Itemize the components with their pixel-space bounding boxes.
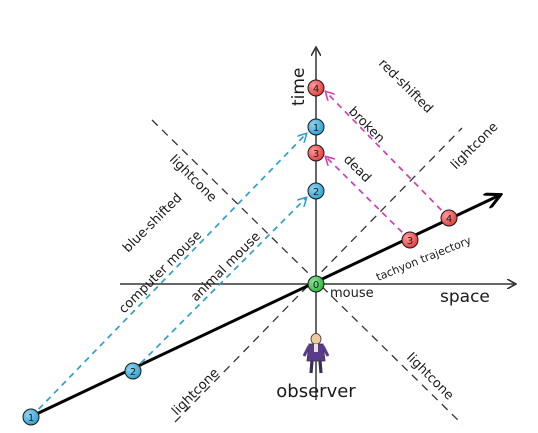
origin-event: 0 — [307, 275, 325, 293]
time-event-4: 4 — [307, 79, 325, 97]
tachyon-event-4: 4 — [440, 209, 458, 227]
mouse-label: mouse — [330, 286, 374, 301]
computer-mouse-signal — [30, 134, 306, 418]
tachyon-event-3: 3 — [401, 231, 419, 249]
tachyon-trajectory-line — [27, 195, 500, 420]
svg-text:4: 4 — [446, 214, 452, 225]
svg-text:2: 2 — [130, 367, 136, 378]
dead-label: dead — [340, 152, 374, 186]
time-axis-label: time — [289, 68, 309, 106]
space-axis-label: space — [440, 287, 490, 307]
broken-label: broken — [345, 104, 387, 146]
observer-figure — [302, 332, 330, 374]
lightcone-label-lower-left: lightcone — [169, 366, 222, 419]
svg-text:1: 1 — [28, 413, 34, 424]
tachyon-event-1: 1 — [22, 408, 40, 426]
time-event-2: 2 — [307, 182, 325, 200]
dead-signal — [326, 157, 411, 241]
lightcone-line-ascending — [174, 127, 463, 423]
animal-mouse-signal — [132, 198, 306, 372]
svg-text:4: 4 — [313, 84, 319, 95]
svg-text:0: 0 — [313, 280, 319, 291]
time-event-1: 1 — [307, 118, 325, 136]
svg-text:1: 1 — [313, 123, 319, 134]
time-event-3: 3 — [307, 144, 325, 162]
red-shifted-label: red-shifted — [375, 56, 435, 116]
svg-text:3: 3 — [313, 149, 319, 160]
svg-text:3: 3 — [407, 236, 413, 247]
tachyon-event-2: 2 — [124, 362, 142, 380]
lightcone-line-descending — [151, 119, 463, 425]
lightcone-label-lower-right: lightcone — [403, 350, 456, 403]
tachyon-trajectory-label: tachyon trajectory — [374, 234, 473, 284]
lightcone-label-upper-right: lightcone — [448, 120, 501, 173]
broken-signal — [326, 92, 450, 219]
svg-text:2: 2 — [313, 187, 319, 198]
observer-label: observer — [276, 381, 356, 402]
